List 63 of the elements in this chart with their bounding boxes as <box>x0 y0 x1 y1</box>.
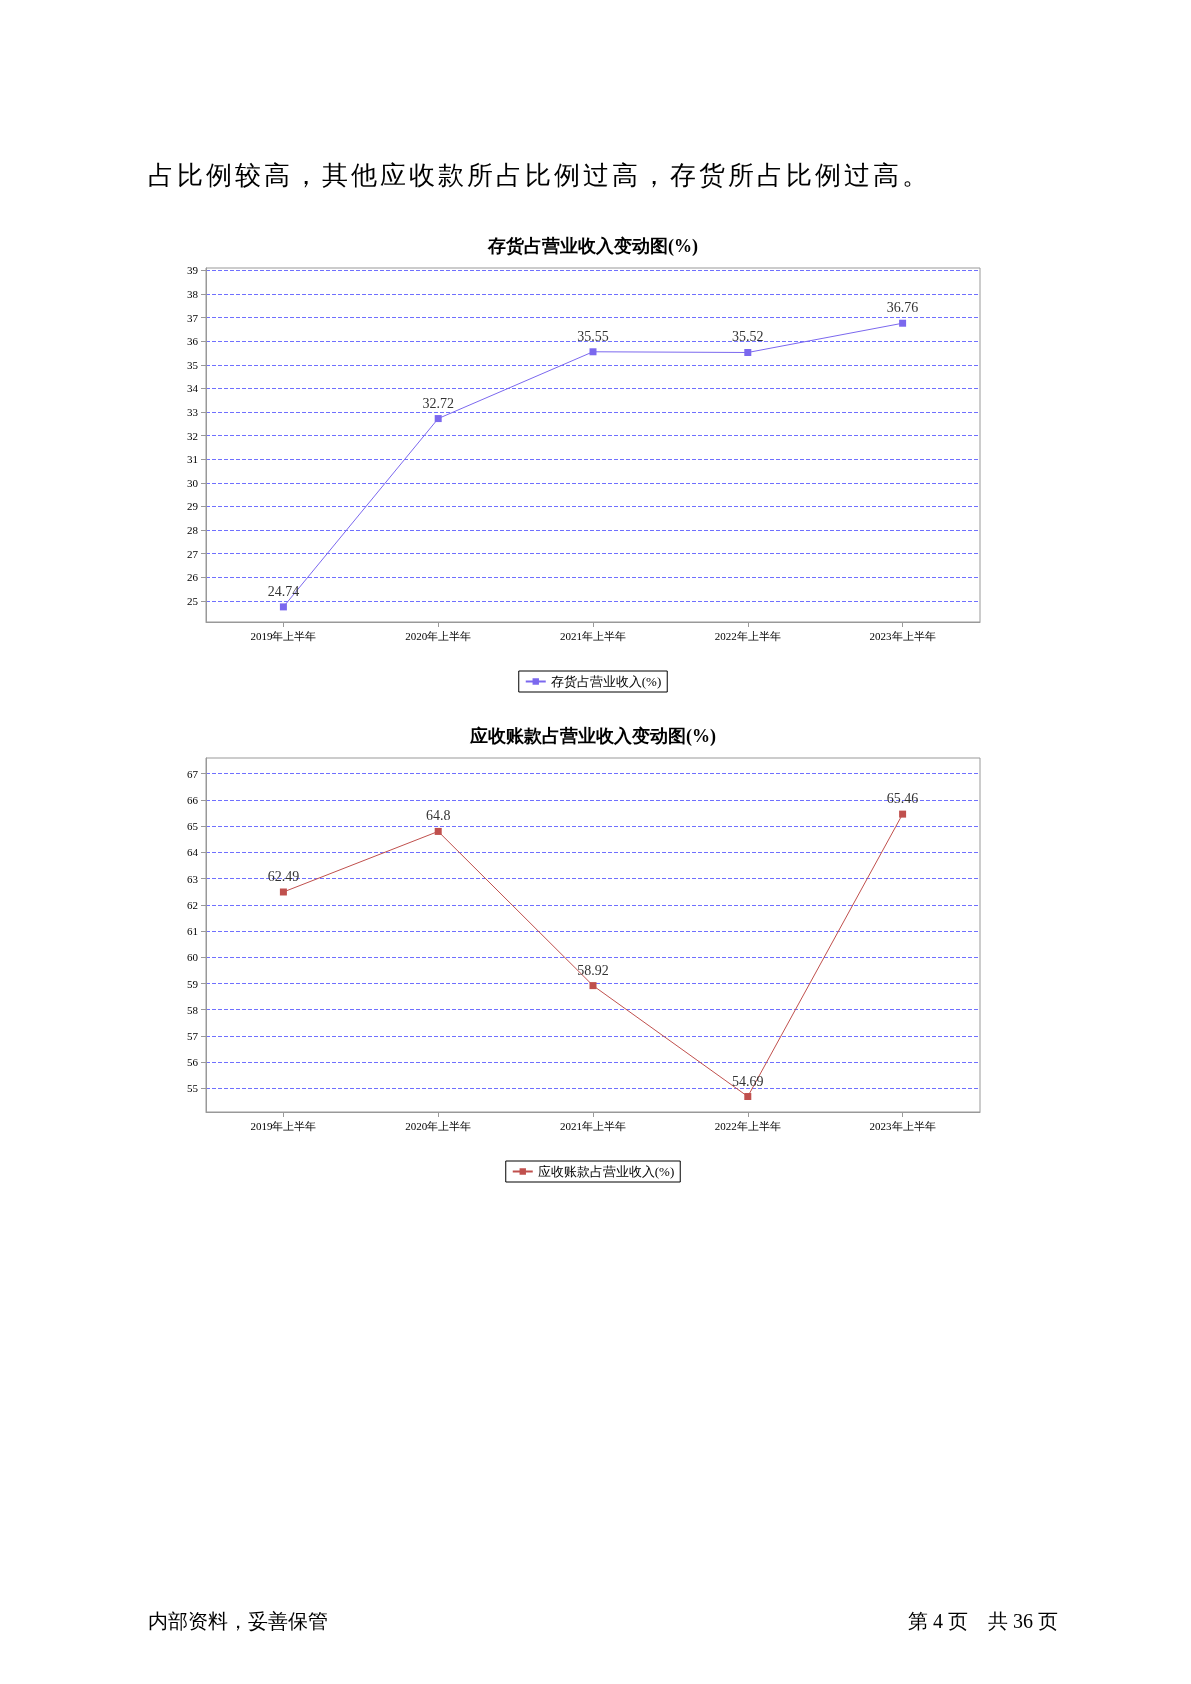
y-tick-label: 58 <box>187 1003 199 1016</box>
y-tick-label: 32 <box>187 429 198 442</box>
y-tick-label: 34 <box>187 382 199 395</box>
x-tick-label: 2022年上半年 <box>714 629 781 642</box>
y-tick-label: 36 <box>187 335 199 348</box>
x-tick-label: 2023年上半年 <box>869 629 936 642</box>
y-tick-label: 62 <box>187 898 198 911</box>
y-tick-label: 30 <box>187 476 199 489</box>
x-tick-label: 2019年上半年 <box>250 1119 317 1132</box>
y-tick-label: 28 <box>187 523 199 536</box>
y-tick-label: 55 <box>187 1082 199 1095</box>
x-tick-label: 2019年上半年 <box>250 629 317 642</box>
x-tick-label: 2021年上半年 <box>560 629 626 642</box>
y-tick-label: 29 <box>187 500 199 513</box>
y-tick-label: 35 <box>187 358 199 371</box>
y-tick-label: 25 <box>187 594 199 607</box>
point <box>589 982 597 990</box>
text: 占比例较高，其他应收款所占比例过高，存货所占比例过高。 <box>148 160 931 192</box>
data-label: 35.52 <box>732 329 764 345</box>
legend-label: 应收账款占营业收入(%) <box>537 1164 675 1179</box>
data-label: 24.74 <box>267 583 300 599</box>
text: 第 4 页 共 36 页 <box>908 1609 1058 1634</box>
chart-title: 存货占营业收入变动图(%) <box>487 236 698 257</box>
y-tick-label: 38 <box>187 287 199 300</box>
point <box>899 810 907 818</box>
y-tick-label: 66 <box>187 793 199 806</box>
y-tick-label: 31 <box>187 453 198 466</box>
data-label: 36.76 <box>886 300 919 316</box>
x-tick-label: 2021年上半年 <box>560 1119 626 1132</box>
point <box>589 348 597 356</box>
data-label: 64.8 <box>425 808 451 824</box>
legend-label: 存货占营业收入(%) <box>550 674 662 689</box>
y-tick-label: 39 <box>187 264 199 277</box>
x-tick-label: 2020年上半年 <box>405 1119 472 1132</box>
y-tick-label: 37 <box>187 311 199 324</box>
y-tick-label: 33 <box>187 405 199 418</box>
data-label: 54.69 <box>732 1073 764 1089</box>
point <box>744 348 752 356</box>
y-tick-label: 26 <box>187 571 199 584</box>
y-tick-label: 59 <box>187 977 199 990</box>
data-label: 32.72 <box>422 395 454 411</box>
text: 内部资料，妥善保管 <box>148 1609 328 1634</box>
y-tick-label: 57 <box>187 1029 199 1042</box>
point <box>434 827 442 835</box>
x-tick-label: 2022年上半年 <box>714 1119 781 1132</box>
y-tick-label: 27 <box>187 547 199 560</box>
y-tick-label: 63 <box>187 872 199 885</box>
y-tick-label: 56 <box>187 1056 199 1069</box>
point <box>434 415 442 423</box>
chart-title: 应收账款占营业收入变动图(%) <box>469 726 716 747</box>
y-tick-label: 65 <box>187 820 199 833</box>
y-tick-label: 64 <box>187 846 199 859</box>
point <box>279 888 287 896</box>
y-tick-label: 67 <box>187 767 199 780</box>
point <box>744 1093 752 1101</box>
data-label: 58.92 <box>577 962 609 978</box>
point <box>899 319 907 327</box>
y-tick-label: 61 <box>187 925 198 938</box>
x-tick-label: 2023年上半年 <box>869 1119 936 1132</box>
point <box>279 603 287 611</box>
x-tick-label: 2020年上半年 <box>405 629 472 642</box>
y-tick-label: 60 <box>187 951 199 964</box>
data-label: 35.55 <box>577 328 609 344</box>
